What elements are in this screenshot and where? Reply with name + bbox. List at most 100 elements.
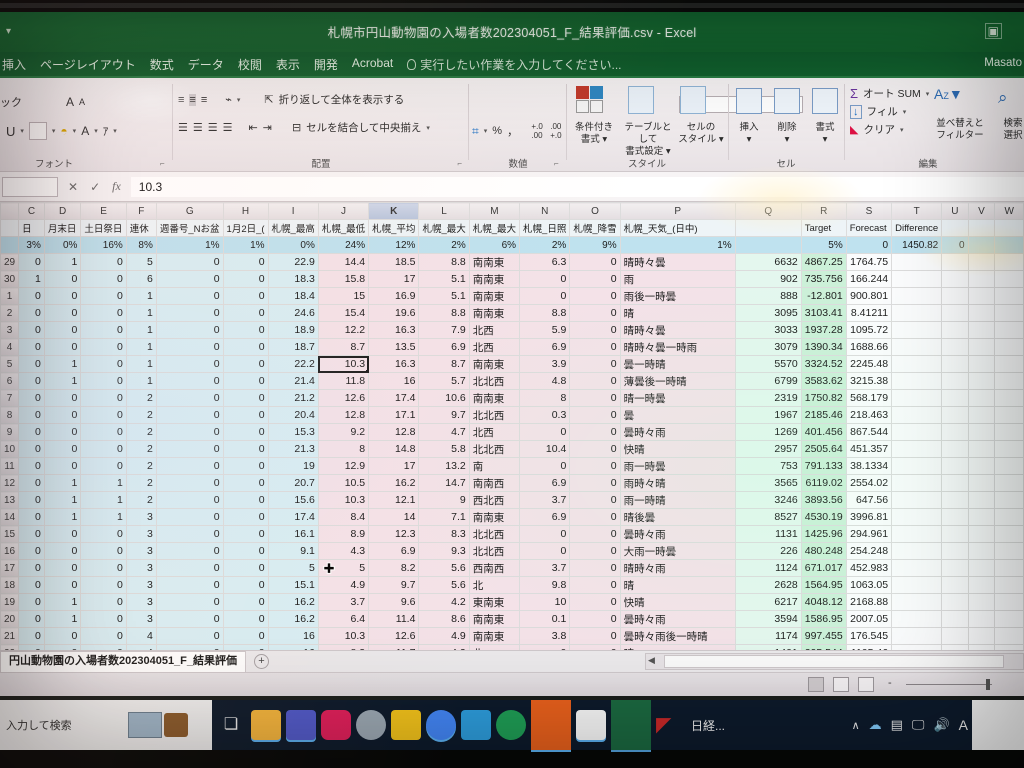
autosum-icon[interactable]: Σ <box>850 86 859 101</box>
underline-icon[interactable]: U <box>6 123 16 139</box>
percent-cell[interactable] <box>734 236 802 254</box>
row-header[interactable]: 7 <box>0 389 20 407</box>
column-header-r[interactable]: R <box>800 202 847 220</box>
percent-cell[interactable]: 2% <box>519 236 571 254</box>
table-cell[interactable]: 0 <box>155 508 224 526</box>
table-cell[interactable]: 16.9 <box>368 287 420 305</box>
table-cell[interactable]: 16.3 <box>368 355 420 373</box>
table-cell[interactable]: 0 <box>43 321 82 339</box>
table-cell[interactable]: 0 <box>155 270 224 288</box>
table-cell[interactable]: 9.6 <box>368 593 420 611</box>
table-cell[interactable]: 9.7 <box>368 576 420 594</box>
table-cell[interactable]: 0 <box>18 440 45 458</box>
table-cell[interactable]: 0 <box>155 355 224 373</box>
table-cell[interactable]: 24.6 <box>267 304 319 322</box>
table-cell[interactable]: 12.6 <box>317 389 370 407</box>
table-cell[interactable]: 0 <box>155 440 224 458</box>
table-cell[interactable]: 快晴 <box>619 440 736 458</box>
table-cell[interactable] <box>891 576 943 594</box>
table-cell[interactable]: 0 <box>222 559 269 577</box>
table-cell[interactable]: 晴一時曇 <box>619 389 736 407</box>
table-cell[interactable]: 0 <box>222 508 269 526</box>
table-cell[interactable]: 0 <box>18 474 45 492</box>
table-cell[interactable]: 1 <box>43 474 82 492</box>
zoom-track[interactable] <box>906 684 992 685</box>
row-header[interactable]: 6 <box>0 372 20 390</box>
percent-cell[interactable] <box>967 236 996 254</box>
table-cell[interactable]: 997.455 <box>800 627 847 645</box>
table-cell[interactable]: 3095 <box>734 304 802 322</box>
table-cell[interactable]: 1 <box>80 508 127 526</box>
table-cell[interactable]: 0 <box>18 542 45 560</box>
table-row[interactable]: 13 0 1 1 2 0 0 15.6 10.3 12.1 9 西北西 3.7 0 雨一時晴 3246 3893… <box>0 491 1024 509</box>
table-cell[interactable]: 3 <box>125 542 157 560</box>
table-cell[interactable]: 0 <box>43 576 82 594</box>
table-cell[interactable]: 16.3 <box>368 321 420 339</box>
excel-icon[interactable] <box>611 700 651 750</box>
row-header[interactable]: 5 <box>0 355 20 373</box>
table-cell[interactable]: 0 <box>155 321 224 339</box>
sticky-notes-icon[interactable] <box>391 710 421 740</box>
table-cell[interactable]: 晴時々曇 <box>619 253 736 271</box>
table-cell[interactable]: 0 <box>222 423 269 441</box>
table-cell[interactable]: 0 <box>569 338 621 356</box>
row-header[interactable] <box>0 219 20 237</box>
table-cell[interactable]: 0 <box>222 627 269 645</box>
table-cell[interactable]: 6.9 <box>519 338 571 356</box>
table-cell[interactable] <box>891 321 943 339</box>
table-cell[interactable]: 8.7 <box>317 338 370 356</box>
table-cell[interactable]: 北北西 <box>468 406 521 424</box>
sheet-table[interactable]: C D E F G H I J K L M N O P Q R S T U V W 日月末日 土日祭日 連休 週番号_Nお盆 1月… <box>0 202 1024 650</box>
table-cell[interactable]: 4.9 <box>418 627 470 645</box>
fill-caret-icon[interactable]: ▾ <box>902 108 907 116</box>
table-cell[interactable]: 0 <box>18 304 45 322</box>
table-cell[interactable]: 1095.72 <box>845 321 893 339</box>
scroll-left-icon[interactable]: ◀ <box>648 655 655 665</box>
table-cell[interactable]: 0 <box>155 389 224 407</box>
field-header-cell[interactable]: 土日祭日 <box>80 219 127 237</box>
table-cell[interactable]: 南南東 <box>468 270 521 288</box>
table-cell[interactable] <box>891 508 943 526</box>
table-cell[interactable]: 2245.48 <box>845 355 893 373</box>
table-cell[interactable]: 0 <box>155 627 224 645</box>
field-header-cell[interactable]: 札幌_最大 <box>418 219 470 237</box>
table-cell[interactable]: 0 <box>569 576 621 594</box>
table-cell[interactable] <box>891 559 943 577</box>
table-cell[interactable]: 曇一時晴 <box>619 355 736 373</box>
table-cell[interactable]: 10.5 <box>317 474 370 492</box>
insert-cells-icon[interactable] <box>736 88 762 114</box>
column-header-e[interactable]: E <box>80 202 127 220</box>
table-cell[interactable]: 0 <box>18 338 45 356</box>
table-cell[interactable]: 晴後曇 <box>619 508 736 526</box>
align-right-icon[interactable]: ☰ <box>207 122 218 134</box>
table-cell[interactable] <box>941 542 969 560</box>
table-cell[interactable] <box>994 270 1024 288</box>
table-cell[interactable] <box>994 525 1024 543</box>
table-cell[interactable]: 254.248 <box>845 542 893 560</box>
table-cell[interactable]: 3 <box>125 525 157 543</box>
table-cell[interactable]: 15.6 <box>267 491 319 509</box>
table-cell[interactable]: 867.544 <box>845 423 893 441</box>
restore-window-icon[interactable]: ▣ <box>984 23 1002 39</box>
row-header[interactable]: 15 <box>0 525 20 543</box>
onedrive-tray-icon[interactable]: ▤ <box>890 717 903 732</box>
tab-page-layout[interactable]: ページレイアウト <box>40 58 136 72</box>
align-bottom-icon[interactable]: ≡ <box>200 93 208 106</box>
table-cell[interactable]: 0 <box>43 406 82 424</box>
align-center-icon[interactable]: ☰ <box>192 122 203 134</box>
table-cell[interactable] <box>941 406 969 424</box>
table-cell[interactable]: 5.8 <box>418 440 470 458</box>
table-cell[interactable] <box>941 559 969 577</box>
table-cell[interactable]: 南南東 <box>468 304 521 322</box>
table-cell[interactable] <box>967 304 996 322</box>
table-cell[interactable]: 9.1 <box>267 542 319 560</box>
table-cell[interactable]: 401.456 <box>800 423 847 441</box>
table-cell[interactable] <box>994 610 1024 628</box>
percent-cell[interactable]: 1% <box>155 236 224 254</box>
table-cell[interactable]: 17 <box>368 457 420 475</box>
table-cell[interactable]: 0 <box>222 389 269 407</box>
table-cell[interactable] <box>891 542 943 560</box>
table-cell[interactable]: 雨一時曇 <box>619 457 736 475</box>
table-cell[interactable]: 3893.56 <box>800 491 847 509</box>
fill-icon[interactable]: ↓ <box>850 104 862 119</box>
